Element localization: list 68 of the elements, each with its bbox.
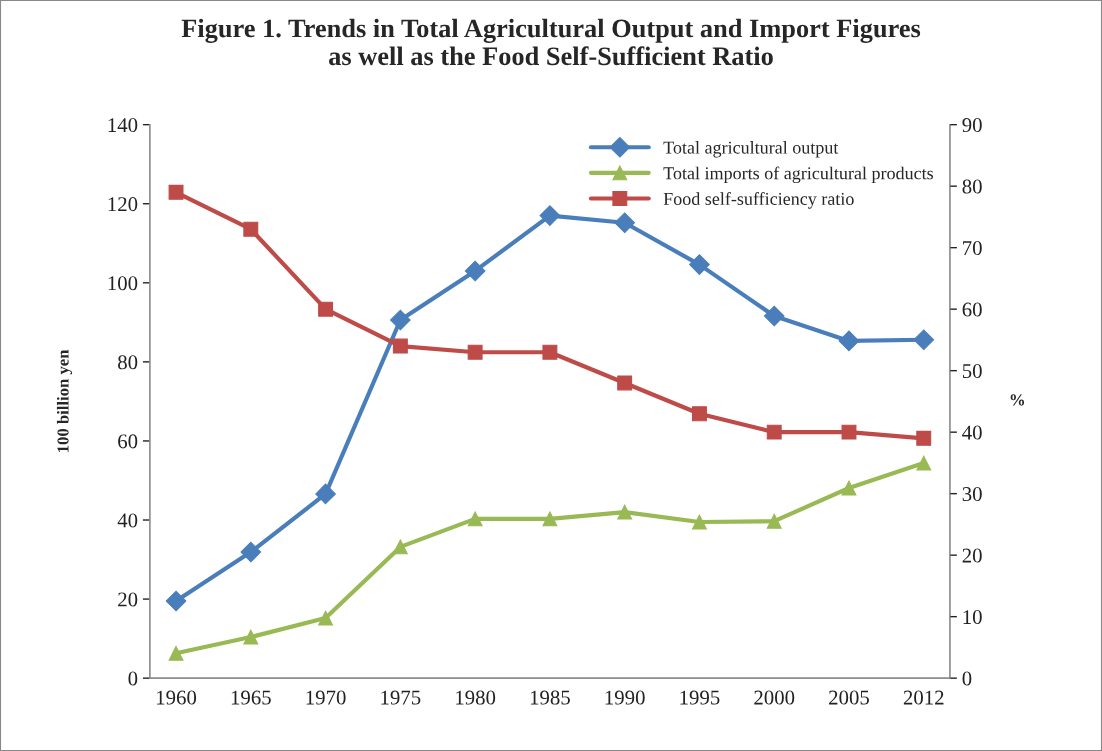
point — [318, 301, 334, 317]
x-tick-label: 1960 — [157, 690, 197, 705]
chart-title: Figure 1. Trends in Total Agricultural Output and Import Figures as well as the Food Self-Sufficient Ratio — [181, 18, 921, 66]
x-tick-label: 1975 — [381, 690, 421, 705]
y2-tick-label: 70 — [963, 241, 982, 256]
point — [168, 184, 184, 200]
point — [243, 221, 259, 237]
point — [168, 645, 184, 661]
legend-label: Food self-sufficiency ratio — [663, 192, 854, 209]
point — [766, 513, 782, 529]
y2-tick-label: 60 — [962, 302, 982, 317]
y2-tick-label: 50 — [962, 364, 982, 379]
point — [689, 254, 710, 275]
point — [464, 260, 486, 282]
point — [617, 375, 633, 391]
point — [392, 539, 408, 555]
point — [916, 430, 932, 446]
y2-tick-label: 80 — [962, 179, 982, 194]
x-tick-label: 1980 — [456, 690, 496, 705]
y2-tick-label: 30 — [962, 487, 982, 502]
y-axis-title: 100 billion yen — [56, 349, 73, 452]
x-tick-label: 1970 — [306, 690, 346, 705]
y-tick-label: 80 — [118, 355, 138, 370]
point — [539, 205, 561, 226]
y2-tick-label: 20 — [962, 548, 982, 563]
point — [240, 541, 262, 563]
x-tick-label: 2000 — [754, 690, 795, 705]
point — [614, 212, 636, 234]
point — [542, 511, 558, 527]
point — [617, 504, 633, 520]
point — [691, 406, 707, 422]
point — [838, 330, 860, 352]
x-tick-label: 1995 — [680, 690, 720, 705]
x-tick-label: 2005 — [829, 690, 869, 705]
y-tick-label: 40 — [117, 513, 138, 528]
point — [841, 424, 857, 440]
y2-axis-title: % — [1010, 394, 1025, 406]
point — [916, 455, 932, 471]
y2-tick-label: 40 — [962, 425, 982, 440]
y2-tick-label: 90 — [962, 118, 982, 133]
point — [318, 610, 334, 626]
point — [315, 483, 336, 505]
point — [766, 424, 782, 440]
point — [392, 338, 408, 354]
y-tick-label: 0 — [128, 671, 138, 686]
point — [841, 480, 857, 496]
point — [913, 329, 935, 351]
point — [165, 590, 187, 612]
point — [691, 514, 707, 530]
y-tick-label: 140 — [108, 118, 138, 133]
x-tick-label: 1990 — [605, 690, 645, 705]
point — [763, 305, 785, 327]
y-tick-label: 120 — [108, 197, 138, 212]
y2-tick-label: 10 — [963, 610, 982, 625]
point — [390, 309, 411, 331]
legend-label: Total agricultural output — [663, 141, 839, 158]
y-tick-label: 100 — [108, 276, 138, 291]
x-tick-label: 1985 — [530, 690, 570, 705]
y-tick-label: 20 — [118, 592, 138, 607]
point — [467, 344, 483, 360]
y2-tick-label: 0 — [962, 671, 972, 686]
point — [542, 344, 558, 360]
point — [467, 511, 483, 527]
x-tick-label: 2012 — [903, 690, 944, 705]
legend-label: Total imports of agricultural products — [663, 166, 934, 184]
x-tick-label: 1965 — [231, 690, 271, 705]
y-tick-label: 60 — [118, 434, 138, 449]
point — [243, 629, 259, 645]
